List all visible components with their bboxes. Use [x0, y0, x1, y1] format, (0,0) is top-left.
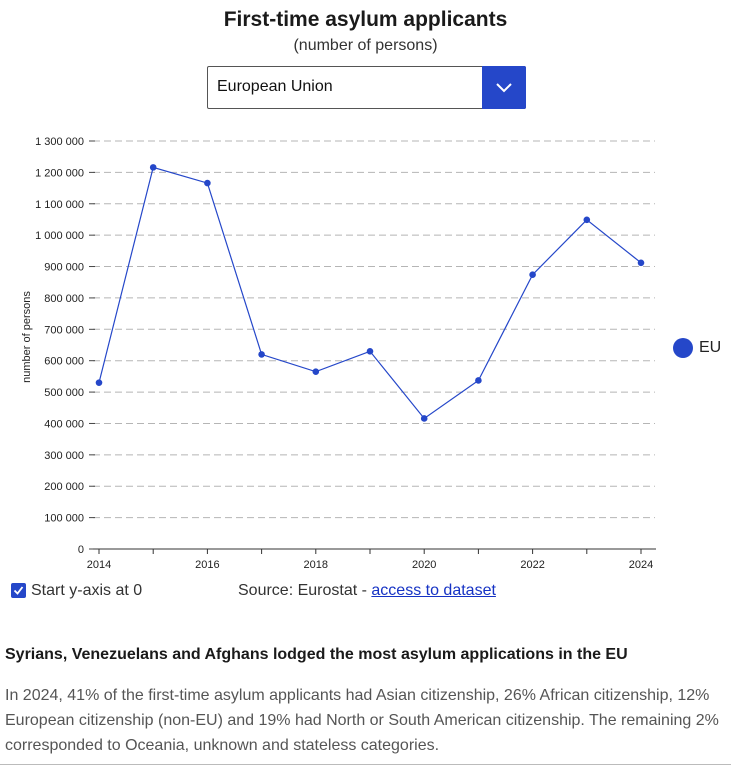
checkmark-icon: [13, 586, 24, 595]
y-tick-label: 100 000: [44, 513, 84, 525]
chart-title: First-time asylum applicants: [223, 8, 508, 31]
y-tick-label: 500 000: [44, 387, 84, 399]
y-tick-label: 0: [78, 544, 84, 556]
data-point: [204, 179, 211, 187]
y-tick-label: 800 000: [44, 293, 84, 305]
x-tick-label: 2018: [304, 559, 328, 571]
source-prefix: Source: Eurostat -: [238, 582, 372, 599]
country-select[interactable]: European Union: [207, 66, 526, 109]
legend-marker: [673, 338, 693, 358]
data-point: [258, 351, 265, 358]
y-tick-label: 300 000: [44, 450, 84, 462]
line-chart: 0 100 000 200 000 300 000 400 000 500 000 600 …: [21, 136, 656, 571]
checkbox-label: Start y-axis at 0: [31, 582, 143, 599]
y-axis-label: number of persons: [21, 291, 33, 383]
y-tick-label: 600 000: [44, 356, 84, 368]
y-tick-label: 900 000: [44, 262, 84, 274]
data-point: [637, 259, 645, 267]
source-note: Source: Eurostat - access to dataset: [238, 582, 496, 600]
article-paragraph: In 2024, 41% of the first-time asylum ap…: [5, 687, 719, 754]
chart-subtitle: (number of persons): [293, 37, 438, 54]
data-point: [420, 415, 428, 422]
x-tick-label: 2024: [629, 559, 653, 571]
series-line-eu: [98, 166, 642, 420]
data-point: [583, 216, 591, 224]
x-tick-label: 2020: [412, 559, 436, 571]
y-tick-label: 1 200 000: [35, 167, 84, 179]
data-point: [366, 347, 374, 355]
y-tick-label: 1 300 000: [35, 136, 84, 148]
chevron-down-icon: [496, 83, 512, 93]
y-tick-label: 1 000 000: [35, 230, 84, 242]
y-tick-label: 1 100 000: [35, 199, 84, 211]
access-dataset-link[interactable]: access to dataset: [371, 582, 496, 599]
divider: [0, 764, 731, 765]
y-tick-label: 700 000: [44, 324, 84, 336]
select-toggle-button[interactable]: [482, 66, 526, 109]
data-point: [312, 368, 320, 375]
y-tick-label: 200 000: [44, 481, 84, 493]
data-point: [149, 164, 157, 171]
x-tick-label: 2014: [87, 559, 111, 571]
x-tick-label: 2016: [195, 559, 219, 571]
checkbox[interactable]: [11, 583, 26, 598]
data-point: [95, 379, 103, 386]
data-point: [475, 377, 482, 384]
article-heading: Syrians, Venezuelans and Afghans lodged …: [5, 646, 628, 663]
country-select-value: European Union: [217, 78, 333, 95]
y-tick-label: 400 000: [44, 418, 84, 430]
x-tick-label: 2022: [520, 559, 544, 571]
data-point: [529, 271, 536, 278]
legend-label: EU: [699, 339, 722, 356]
